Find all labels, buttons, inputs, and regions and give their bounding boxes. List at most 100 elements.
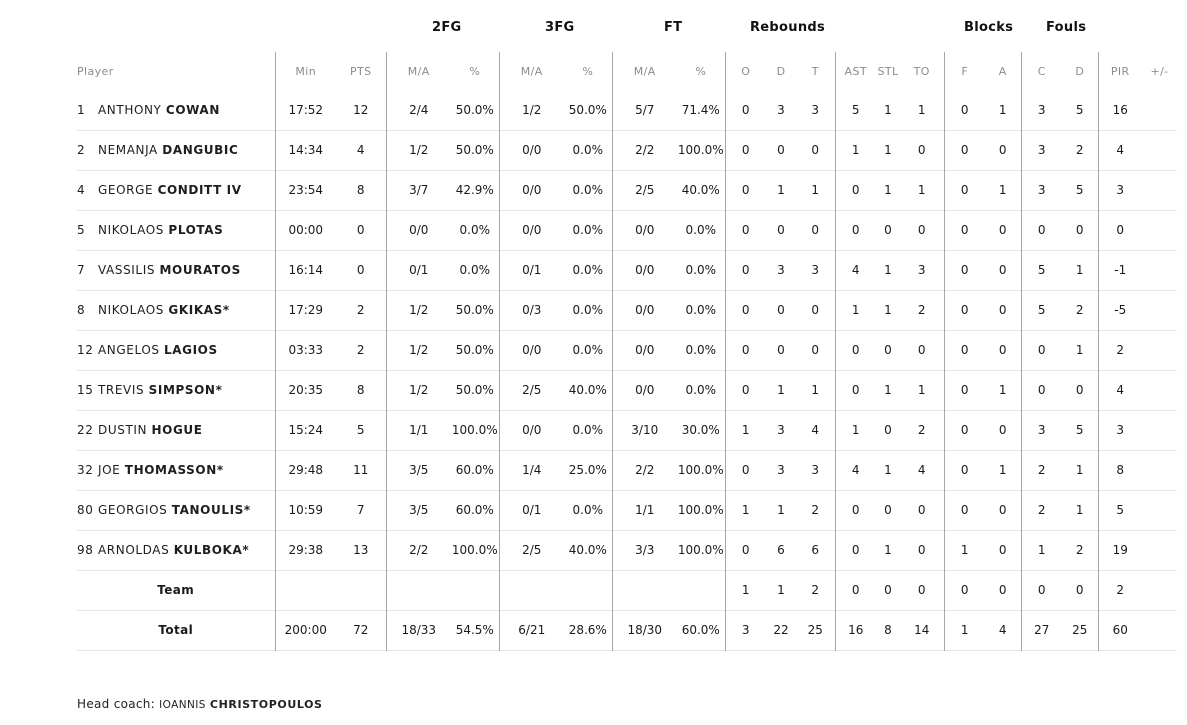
col-ft-ma[interactable]: M/A: [611, 52, 677, 90]
table-row: 12 ANGELOS LAGIOS 03:33 2 1/2 50.0% 0/0 0…: [77, 330, 1177, 370]
fg3-pct-cell: 25.0%: [568, 463, 607, 477]
col-plus-minus[interactable]: +/-: [1150, 64, 1169, 78]
min-cell: 16:14: [274, 250, 336, 290]
ft-pct-cell: 71.4%: [681, 102, 720, 117]
table-row: 4 GEORGE CONDITT IV 23:54 8 3/7 42.9% 0/0…: [77, 170, 1177, 210]
reb-d-cell: 0: [777, 223, 785, 237]
player-cell[interactable]: 98 ARNOLDAS KULBOKA*: [77, 530, 275, 570]
total-pts-cell: 72: [353, 623, 369, 637]
total-reb-o-cell: 3: [724, 610, 766, 650]
player-first-name: ANTHONY: [98, 102, 162, 117]
head-coach-label: Head coach:: [77, 697, 156, 711]
player-cell[interactable]: 5 NIKOLAOS PLOTAS: [77, 210, 275, 250]
to-cell: 2: [917, 423, 926, 437]
ft-ma-cell: 0/0: [611, 330, 677, 370]
col-blk-f[interactable]: F: [943, 52, 985, 90]
player-cell[interactable]: 7 VASSILIS MOURATOS: [77, 250, 275, 290]
plus-minus-cell: [1142, 530, 1177, 570]
fg2-ma-cell: 2/2: [385, 530, 451, 570]
col-pts[interactable]: PTS: [349, 64, 372, 78]
table-row: 1 ANTHONY COWAN 17:52 12 2/4 50.0% 1/2 50…: [77, 90, 1177, 130]
plus-minus-cell: [1142, 410, 1177, 450]
col-reb-d[interactable]: D: [776, 64, 786, 78]
player-first-name: JOE: [98, 463, 121, 477]
team-reb-d-cell: 1: [777, 583, 785, 597]
player-number: 1: [77, 102, 86, 117]
col-reb-t[interactable]: T: [811, 64, 819, 78]
group-3fg: 3FG: [545, 20, 575, 35]
reb-t-cell: 3: [811, 463, 820, 477]
col-3fg-pct[interactable]: %: [582, 64, 594, 78]
col-to[interactable]: TO: [913, 64, 930, 78]
player-last-name: CONDITT IV: [157, 183, 242, 197]
fg3-pct-cell: 40.0%: [568, 383, 607, 397]
reb-o-cell: 0: [724, 170, 766, 210]
blk-f-cell: 1: [943, 530, 985, 570]
fg2-pct-cell: 50.0%: [455, 303, 494, 317]
player-cell[interactable]: 15 TREVIS SIMPSON*: [77, 370, 275, 410]
ast-cell: 1: [834, 130, 876, 170]
player-cell[interactable]: 1 ANTHONY COWAN: [77, 90, 275, 130]
player-cell[interactable]: 12 ANGELOS LAGIOS: [77, 330, 275, 370]
reb-d-cell: 3: [777, 463, 785, 477]
col-reb-o[interactable]: O: [724, 52, 766, 90]
ast-cell: 0: [834, 210, 876, 250]
plus-minus-cell: [1142, 210, 1177, 250]
min-cell: 29:48: [274, 450, 336, 490]
ast-cell: 1: [834, 290, 876, 330]
pir-cell: 3: [1097, 410, 1142, 450]
fg3-ma-cell: 0/0: [498, 410, 564, 450]
ft-ma-cell: 0/0: [611, 250, 677, 290]
reb-o-cell: 0: [724, 210, 766, 250]
col-ft-pct[interactable]: %: [695, 64, 707, 78]
pts-cell: 0: [356, 263, 365, 277]
foul-c-cell: 3: [1020, 170, 1062, 210]
head-coach: Head coach: IOANNIS CHRISTOPOULOS: [77, 697, 323, 711]
col-2fg-pct[interactable]: %: [469, 64, 481, 78]
col-2fg-ma[interactable]: M/A: [385, 52, 451, 90]
team-blk-f-cell: 0: [943, 570, 985, 610]
col-pir[interactable]: PIR: [1097, 52, 1142, 90]
fg2-ma-cell: 0/1: [385, 250, 451, 290]
player-cell[interactable]: 32 JOE THOMASSON*: [77, 450, 275, 490]
stl-cell: 1: [884, 263, 892, 277]
fg2-pct-cell: 100.0%: [451, 543, 498, 557]
col-min[interactable]: Min: [274, 52, 336, 90]
fg3-pct-cell: 0.0%: [572, 263, 604, 277]
player-cell[interactable]: 8 NIKOLAOS GKIKAS*: [77, 290, 275, 330]
ft-pct-cell: 100.0%: [677, 143, 724, 157]
foul-c-cell: 3: [1020, 410, 1062, 450]
player-cell[interactable]: 2 NEMANJA DANGUBIC: [77, 130, 275, 170]
blk-f-cell: 0: [943, 410, 985, 450]
col-ast[interactable]: AST: [834, 52, 876, 90]
col-foul-c[interactable]: C: [1020, 52, 1062, 90]
blk-f-cell: 0: [943, 290, 985, 330]
team-fg2-ma-cell: [385, 570, 451, 610]
stl-cell: 1: [884, 463, 892, 477]
team-blk-a-cell: 0: [998, 583, 1007, 597]
player-first-name: NIKOLAOS: [98, 303, 164, 317]
column-header-row: Player Min PTS M/A % M/A % M/A % O D T A…: [77, 52, 1177, 90]
player-last-name: TANOULIS*: [171, 503, 251, 517]
col-player[interactable]: Player: [77, 64, 114, 78]
stl-cell: 0: [884, 423, 892, 437]
group-2fg: 2FG: [432, 20, 462, 35]
blk-a-cell: 0: [998, 503, 1007, 517]
col-blk-a[interactable]: A: [998, 64, 1007, 78]
col-stl[interactable]: STL: [877, 64, 899, 78]
player-first-name: TREVIS: [98, 383, 145, 397]
col-3fg-ma[interactable]: M/A: [498, 52, 564, 90]
reb-t-cell: 4: [811, 423, 820, 437]
pir-cell: 5: [1097, 490, 1142, 530]
player-cell[interactable]: 22 DUSTIN HOGUE: [77, 410, 275, 450]
pts-cell: 11: [353, 463, 369, 477]
foul-c-cell: 1: [1020, 530, 1062, 570]
team-foul-d-cell: 0: [1075, 583, 1084, 597]
player-cell[interactable]: 80 GEORGIOS TANOULIS*: [77, 490, 275, 530]
fg2-pct-cell: 50.0%: [455, 383, 494, 397]
fg2-pct-cell: 0.0%: [459, 223, 491, 237]
reb-o-cell: 0: [724, 330, 766, 370]
col-foul-d[interactable]: D: [1075, 64, 1085, 78]
player-cell[interactable]: 4 GEORGE CONDITT IV: [77, 170, 275, 210]
total-row: Total 200:00 72 18/33 54.5% 6/21 28.6% 1…: [77, 610, 1177, 650]
